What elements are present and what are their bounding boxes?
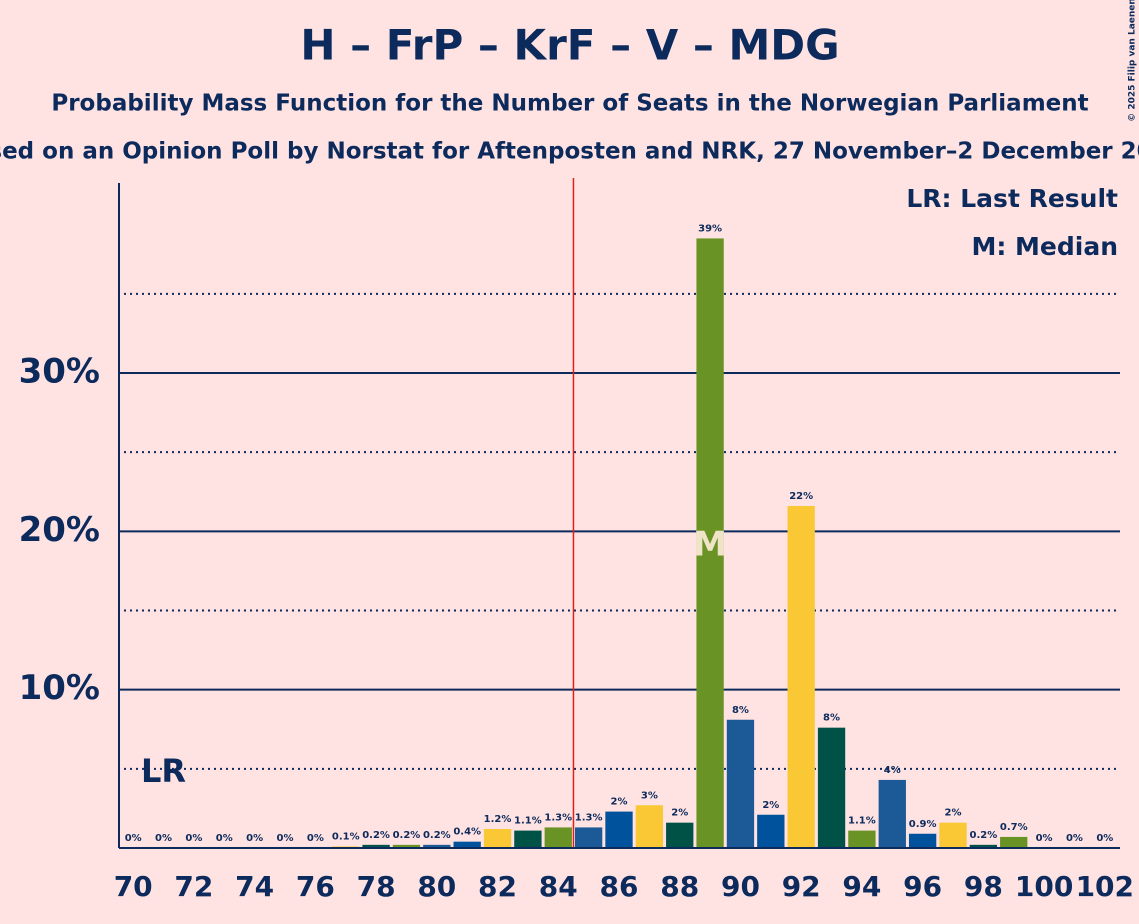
x-tick-label: 86 [600, 870, 639, 903]
value-label: 2% [671, 808, 688, 819]
bar [666, 822, 694, 848]
value-label: 2% [762, 800, 779, 811]
value-label: 0% [155, 833, 172, 844]
x-tick-label: 100 [1015, 870, 1073, 903]
bar [635, 805, 664, 848]
bar [848, 830, 876, 848]
bar [878, 779, 906, 848]
x-tick-label: 82 [478, 870, 517, 903]
value-label: 8% [732, 705, 749, 716]
x-tick-label: 84 [539, 870, 578, 903]
value-label: 0.2% [362, 830, 390, 841]
value-label: 0.1% [332, 831, 360, 842]
bar [969, 844, 998, 848]
bar [726, 719, 755, 848]
y-tick-label: 30% [19, 352, 100, 392]
median-marker: M [693, 525, 727, 565]
y-tick-label: 10% [19, 668, 100, 708]
value-label: 1.1% [514, 816, 542, 827]
value-label: 0% [185, 833, 202, 844]
value-label: 0% [1036, 833, 1053, 844]
bar [757, 814, 785, 848]
legend-entry: M: Median [971, 232, 1118, 261]
bar [392, 844, 421, 848]
value-label: 0% [216, 833, 233, 844]
value-label: 1.1% [848, 816, 876, 827]
value-label: 0% [246, 833, 263, 844]
value-label: 0% [307, 833, 324, 844]
legend-entry: LR: Last Result [906, 184, 1118, 213]
value-label: 1.2% [484, 814, 512, 825]
bar [574, 827, 603, 848]
x-tick-label: 94 [842, 870, 881, 903]
last-result-marker: LR [141, 752, 186, 790]
x-tick-label: 96 [903, 870, 942, 903]
value-label: 0% [125, 833, 142, 844]
x-tick-label: 98 [964, 870, 1003, 903]
value-label: 0.2% [423, 830, 451, 841]
copyright: © 2025 Filip van Laenen [1128, 0, 1138, 122]
value-label: 0.2% [969, 830, 997, 841]
bar [908, 833, 937, 848]
chart-title: H – FrP – KrF – V – MDG [300, 21, 839, 70]
value-label: 8% [823, 713, 840, 724]
x-tick-label: 78 [357, 870, 396, 903]
value-label: 0.4% [453, 827, 481, 838]
value-label: 1.3% [544, 812, 572, 823]
value-label: 22% [789, 491, 813, 502]
subtitle: Based on an Opinion Poll by Norstat for … [0, 139, 1139, 165]
bar [787, 506, 815, 848]
subtitle: Probability Mass Function for the Number… [51, 91, 1088, 117]
value-label: 0.7% [1000, 822, 1028, 833]
value-label: 0.9% [909, 819, 937, 830]
bar [1000, 836, 1028, 848]
bar [483, 829, 512, 848]
y-tick-label: 20% [19, 510, 100, 550]
bar [423, 844, 451, 848]
bar [939, 822, 967, 848]
value-label: 0% [1096, 833, 1113, 844]
x-tick-label: 74 [235, 870, 274, 903]
x-tick-label: 80 [417, 870, 456, 903]
bar [696, 238, 724, 848]
x-tick-label: 92 [782, 870, 821, 903]
bar [453, 841, 481, 848]
x-tick-label: 90 [721, 870, 760, 903]
bar [544, 827, 572, 848]
value-label: 4% [884, 765, 901, 776]
value-label: 0% [1066, 833, 1083, 844]
x-tick-label: 76 [296, 870, 335, 903]
x-tick-label: 72 [174, 870, 213, 903]
value-label: 0.2% [393, 830, 421, 841]
value-label: 2% [945, 808, 962, 819]
bar [514, 830, 542, 848]
x-tick-label: 102 [1076, 870, 1134, 903]
x-tick-label: 70 [114, 870, 153, 903]
value-label: 39% [698, 223, 722, 234]
value-label: 0% [277, 833, 294, 844]
value-label: 2% [611, 797, 628, 808]
bar [817, 727, 846, 848]
bar [605, 811, 633, 848]
value-label: 3% [641, 790, 658, 801]
x-tick-label: 88 [660, 870, 699, 903]
value-label: 1.3% [575, 812, 603, 823]
bar [362, 844, 390, 848]
